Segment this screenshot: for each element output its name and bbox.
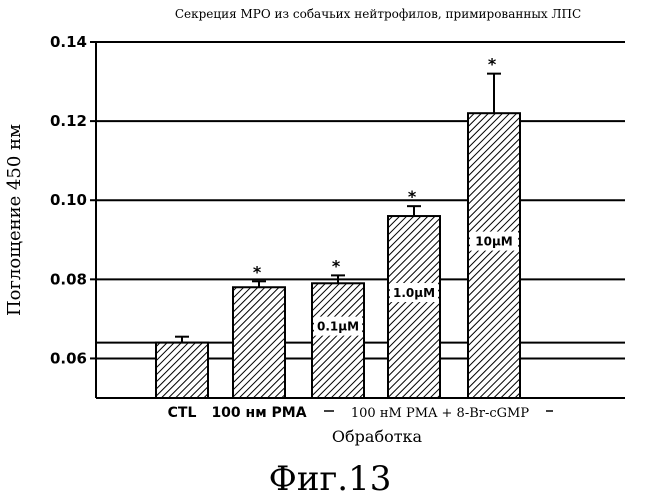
category-label-group: 100 нМ PMA + 8-Br-cGMP (351, 406, 529, 421)
bar-3 (388, 216, 440, 398)
y-tick-label-4: 0.14 (50, 33, 87, 51)
significance-star-4: * (488, 55, 497, 74)
significance-star-2: * (332, 256, 341, 275)
y-tick-label-3: 0.12 (50, 112, 87, 130)
bar-0 (156, 343, 208, 398)
y-tick-label-2: 0.10 (50, 191, 87, 209)
y-tick-label-0: 0.06 (50, 349, 87, 367)
bar-inside-label-4: 10µM (475, 235, 512, 249)
bar-inside-label-3: 1.0µM (393, 286, 435, 300)
figure-caption: Фиг.13 (269, 459, 392, 499)
significance-star-3: * (408, 187, 417, 206)
bar-2 (312, 283, 364, 398)
y-axis-ticks: 0.06 0.08 0.10 0.12 0.14 (50, 33, 96, 367)
significance-star-1: * (253, 262, 262, 281)
bars: * * 0.1µM * 1.0µM * 10µM (156, 55, 520, 398)
y-tick-label-1: 0.08 (50, 270, 87, 288)
bar-inside-label-2: 0.1µM (317, 320, 359, 334)
chart-title: Секреция МРО из собачьих нейтрофилов, пр… (175, 7, 581, 21)
y-axis-label: Поглощение 450 нм (4, 124, 25, 316)
category-label-control: CTL (168, 405, 197, 421)
bar-1 (233, 287, 285, 398)
bar-4 (468, 113, 520, 398)
x-axis-label: Обработка (332, 427, 423, 446)
category-label-pma: 100 нм PMA (211, 405, 306, 421)
